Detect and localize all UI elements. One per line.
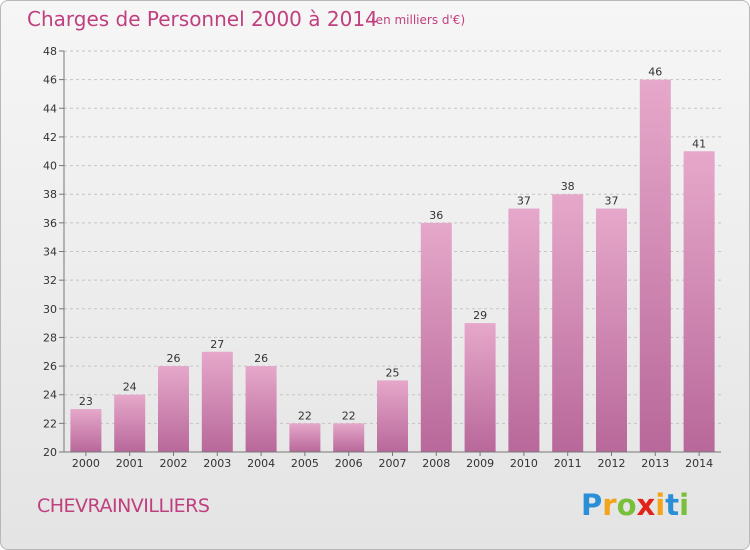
y-tick-label: 34 <box>43 246 57 259</box>
x-tick-label: 2014 <box>685 457 713 470</box>
bar <box>245 366 277 452</box>
y-axis: 20 22 24 26 28 30 32 34 36 38 40 42 44 46 48 <box>43 45 65 459</box>
logo-letter: P <box>581 488 603 522</box>
bars: 23 24 26 27 26 22 22 25 36 29 37 38 37 46 41 <box>70 66 715 453</box>
data-label: 26 <box>254 352 268 365</box>
data-label: 29 <box>473 309 487 322</box>
logo-letter: x <box>636 488 656 522</box>
logo-letter: t <box>665 488 680 522</box>
bar <box>333 423 365 452</box>
x-tick-label: 2012 <box>598 457 626 470</box>
x-tick-label: 2002 <box>160 457 188 470</box>
data-label: 41 <box>692 137 706 150</box>
y-tick-label: 26 <box>43 360 57 373</box>
y-tick-label: 20 <box>43 446 57 459</box>
bar <box>464 323 496 452</box>
y-tick-label: 40 <box>43 160 57 173</box>
data-label: 36 <box>429 209 443 222</box>
bar <box>639 79 671 453</box>
x-tick-label: 2011 <box>554 457 582 470</box>
y-tick-label: 32 <box>43 274 57 287</box>
logo-letter: i <box>655 488 666 522</box>
x-tick-label: 2004 <box>247 457 275 470</box>
bar <box>158 366 189 452</box>
x-axis: 2000 2001 2002 2003 2004 2005 2006 2007 2008 2009… <box>64 451 721 470</box>
logo-letter: i <box>679 488 690 522</box>
y-tick-label: 22 <box>43 417 57 430</box>
data-label: 25 <box>386 366 400 379</box>
x-tick-label: 2000 <box>72 457 100 470</box>
y-tick-label: 42 <box>43 131 57 144</box>
bar <box>201 351 233 452</box>
y-tick-label: 46 <box>43 74 57 87</box>
logo-letter: o <box>616 488 637 522</box>
y-tick-label: 38 <box>43 188 57 201</box>
x-tick-label: 2013 <box>641 457 669 470</box>
y-tick-label: 28 <box>43 331 57 344</box>
x-tick-label: 2006 <box>335 457 363 470</box>
proxiti-logo[interactable]: Proxiti <box>581 488 689 522</box>
data-label: 24 <box>123 381 137 394</box>
data-label: 23 <box>79 395 93 408</box>
x-tick-label: 2003 <box>203 457 231 470</box>
bar <box>683 151 715 452</box>
y-tick-label: 48 <box>43 45 57 58</box>
logo-letter: r <box>602 488 617 522</box>
data-label: 27 <box>210 338 224 351</box>
data-label: 46 <box>648 66 662 79</box>
bar <box>420 222 452 452</box>
x-tick-label: 2009 <box>466 457 494 470</box>
y-tick-label: 30 <box>43 303 57 316</box>
data-label: 22 <box>298 409 312 422</box>
bar <box>508 208 540 452</box>
data-label: 37 <box>517 195 531 208</box>
bar <box>70 409 102 452</box>
chart-title: Charges de Personnel 2000 à 2014 <box>27 7 378 31</box>
data-label: 26 <box>167 352 181 365</box>
x-tick-label: 2007 <box>379 457 407 470</box>
x-tick-label: 2008 <box>422 457 450 470</box>
data-label: 22 <box>342 409 356 422</box>
bar <box>596 208 627 452</box>
data-label: 38 <box>561 180 575 193</box>
bar <box>114 394 146 452</box>
y-tick-label: 36 <box>43 217 57 230</box>
x-tick-label: 2005 <box>291 457 319 470</box>
bar <box>377 380 408 452</box>
y-tick-label: 44 <box>43 102 57 115</box>
bar <box>552 194 584 452</box>
x-tick-label: 2010 <box>510 457 538 470</box>
chart-subtitle: (en milliers d'€) <box>371 13 466 27</box>
x-tick-label: 2001 <box>116 457 144 470</box>
data-label: 37 <box>605 195 619 208</box>
commune-name: CHEVRAINVILLIERS <box>37 495 210 517</box>
y-tick-label: 24 <box>43 389 57 402</box>
bar <box>289 423 321 452</box>
